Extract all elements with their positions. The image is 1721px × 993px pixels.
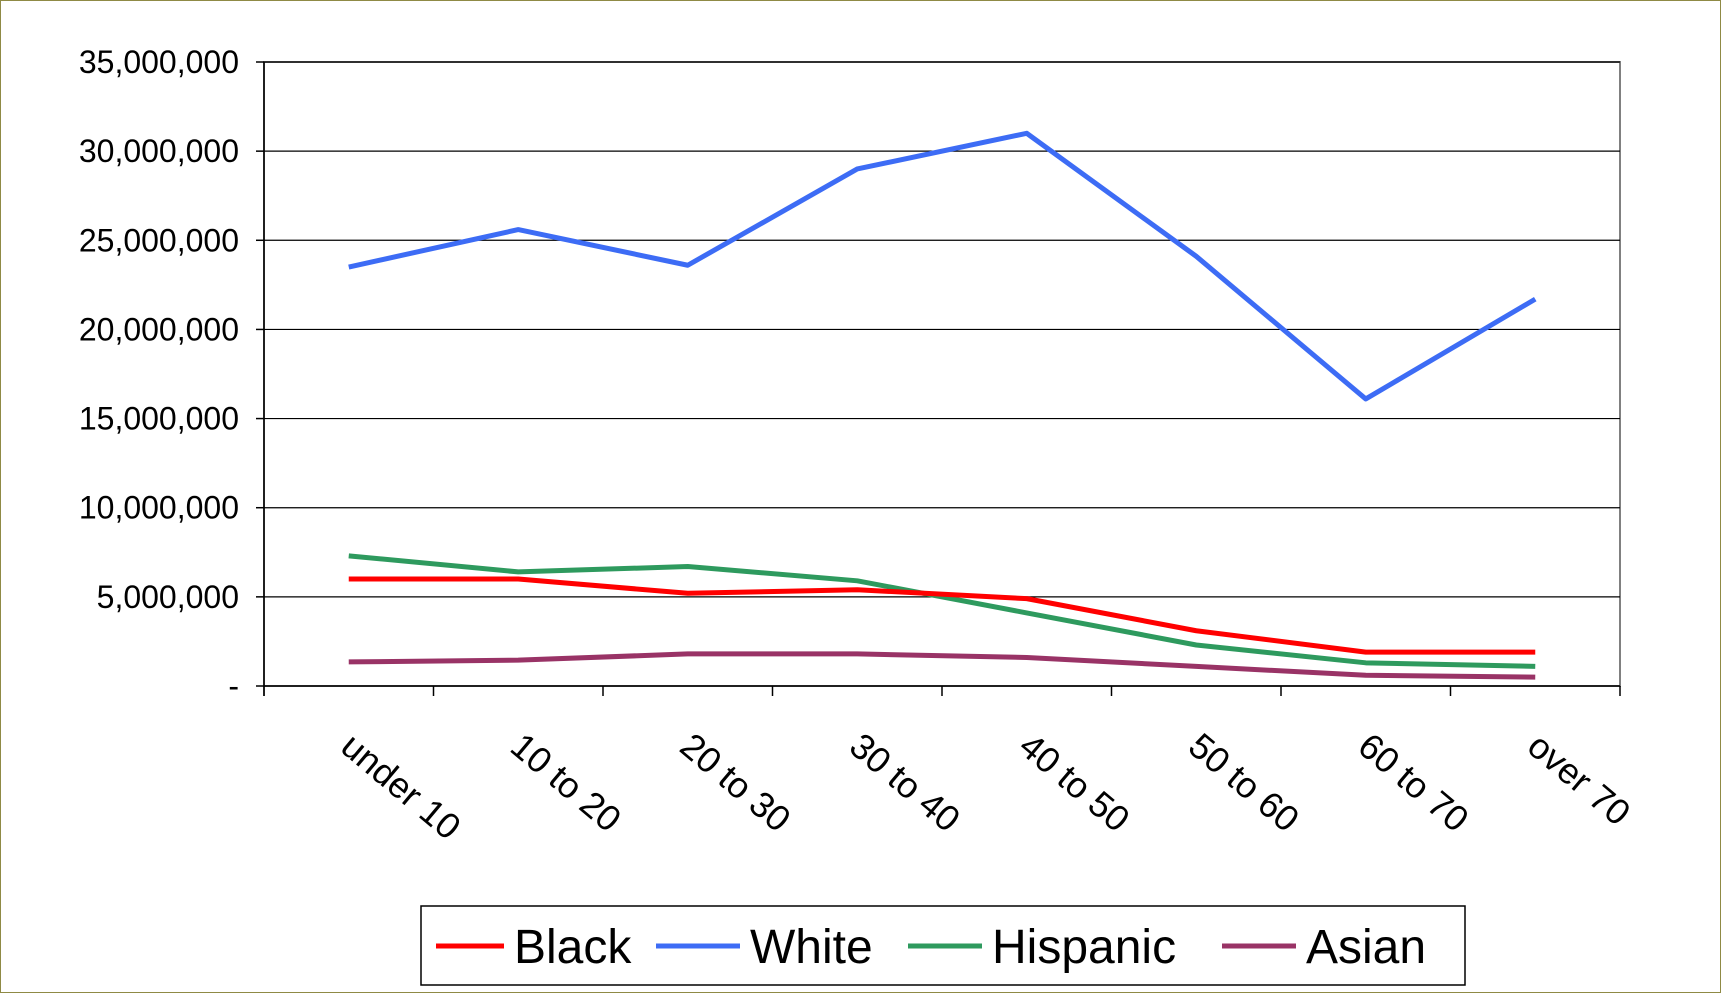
x-tick-label: under 10 [334,725,469,848]
x-tick-label: 40 to 50 [1012,725,1138,840]
legend-label-black: Black [514,921,632,974]
legend: Black White Hispanic Asian [420,905,1466,986]
y-tick-label: 15,000,000 [79,401,239,437]
y-tick-label: 25,000,000 [79,222,239,258]
series-line-asian [348,651,1536,680]
series-lines [348,130,1537,680]
y-tick-label: 5,000,000 [97,579,239,615]
x-tick-label: 20 to 30 [673,725,799,840]
legend-label-white: White [750,921,873,974]
y-axis-ticks: - 5,000,000 10,000,000 15,000,000 20,000,000… [79,44,264,704]
grid-lines [264,61,1620,598]
legend-label-asian: Asian [1306,921,1426,974]
legend-label-hispanic: Hispanic [992,921,1176,974]
y-tick-label: - [228,668,239,704]
x-axis-ticks: under 10 10 to 20 20 to 30 30 to 40 40 to 50… [263,686,1638,848]
x-tick-label: 50 to 60 [1181,725,1307,840]
y-tick-label: 20,000,000 [79,311,239,347]
series-line-white [348,130,1537,402]
x-tick-label: 30 to 40 [842,725,968,840]
y-tick-label: 30,000,000 [79,133,239,169]
y-tick-label: 35,000,000 [79,44,239,80]
series-line-black [348,576,1536,655]
series-line-hispanic [348,553,1536,669]
x-tick-label: 10 to 20 [503,725,629,840]
plot-area [263,61,1621,687]
y-tick-label: 10,000,000 [79,490,239,526]
x-tick-label: over 70 [1520,725,1638,834]
x-tick-label: 60 to 70 [1351,725,1477,840]
